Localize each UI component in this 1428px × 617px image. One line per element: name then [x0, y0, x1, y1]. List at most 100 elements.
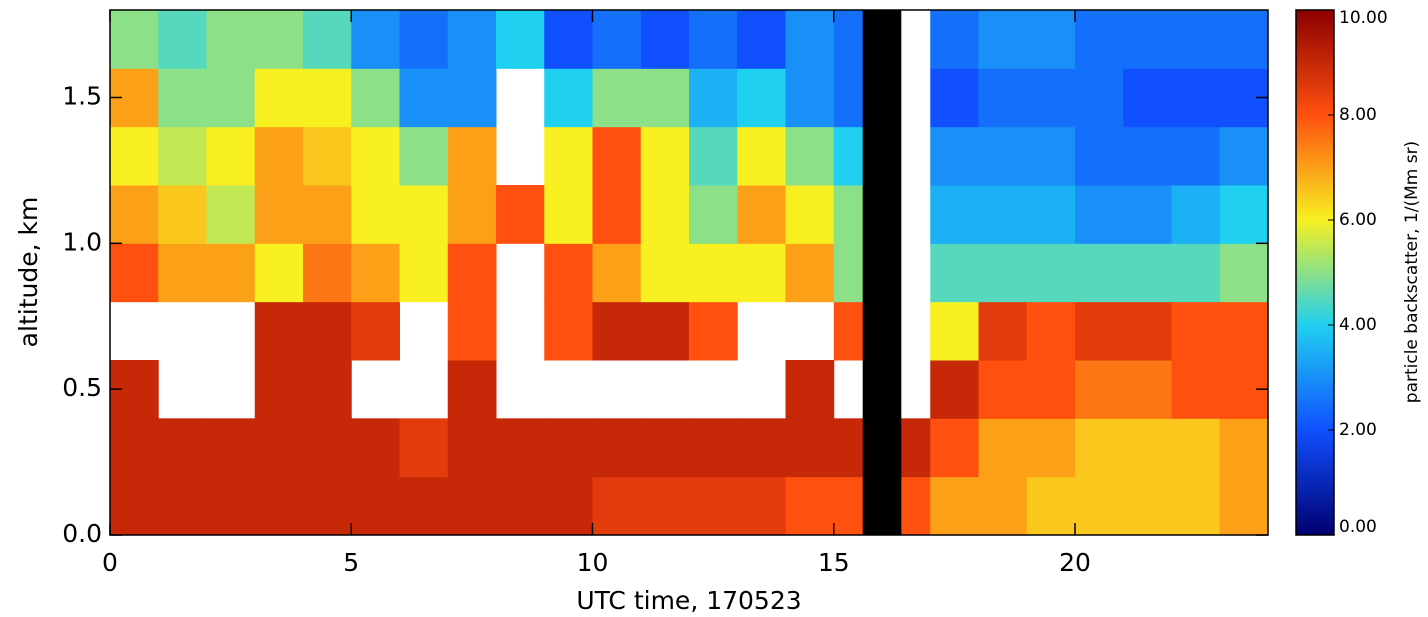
heatmap-cell	[689, 243, 738, 303]
heatmap-cell	[930, 68, 979, 128]
heatmap-cell	[1123, 68, 1172, 128]
heatmap-cell	[399, 10, 449, 69]
heatmap-cell	[640, 301, 690, 361]
heatmap-cell	[544, 476, 593, 536]
heatmap-cell	[1075, 10, 1124, 69]
y-axis-label: altitude, km	[14, 197, 43, 348]
heatmap-cell	[351, 418, 400, 478]
heatmap-cell	[496, 476, 545, 536]
heatmap-cell	[785, 418, 835, 478]
heatmap-cell	[1171, 10, 1221, 69]
heatmap-cell	[1026, 185, 1076, 244]
heatmap-cell	[592, 243, 642, 303]
heatmap-cell	[254, 10, 304, 69]
heatmap-cell	[206, 10, 256, 69]
heatmap-cell	[1075, 126, 1124, 186]
colorbar-tick-label: 0.00	[1339, 517, 1377, 537]
heatmap-cell	[544, 126, 593, 186]
colorbar-tick-label: 6.00	[1339, 210, 1377, 230]
heatmap-cell	[1219, 418, 1269, 478]
heatmap-cell	[447, 476, 497, 536]
heatmap-cell	[1075, 185, 1124, 244]
heatmap-cell	[1123, 301, 1172, 361]
heatmap-cell	[930, 418, 979, 478]
heatmap-cell	[1026, 476, 1076, 536]
plot-frame	[109, 9, 1269, 536]
colorbar-tick-label: 4.00	[1339, 315, 1377, 335]
heatmap-cell	[737, 10, 786, 69]
heatmap-cell	[1219, 10, 1269, 69]
heatmap-cell	[303, 68, 352, 128]
heatmap-cell	[110, 418, 159, 478]
heatmap-cell	[640, 68, 690, 128]
heatmap-cell	[303, 243, 352, 303]
heatmap-cell	[592, 10, 642, 69]
heatmap-cell	[206, 126, 256, 186]
heatmap-cell	[158, 476, 207, 536]
heatmap-cell	[785, 360, 835, 419]
heatmap-cell	[1026, 360, 1076, 419]
colorbar-label: particle backscatter, 1/(Mm sr)	[1402, 141, 1422, 403]
heatmap-cell	[1219, 185, 1269, 244]
heatmap-cell	[978, 301, 1028, 361]
heatmap-cell	[1026, 301, 1076, 361]
heatmap-cell	[544, 418, 593, 478]
heatmap-cell	[785, 68, 835, 128]
heatmap-cell	[158, 68, 207, 128]
heatmap-cell	[206, 476, 256, 536]
heatmap-cell	[544, 301, 593, 361]
heatmap-cell	[447, 301, 497, 361]
heatmap-cell	[1171, 185, 1221, 244]
heatmap-cell	[1171, 301, 1221, 361]
heatmap-cell	[447, 126, 497, 186]
x-tick-label: 20	[1059, 548, 1091, 577]
x-axis-label: UTC time, 170523	[576, 586, 801, 615]
heatmap-cell	[737, 126, 786, 186]
y-tick-label: 0.0	[62, 519, 102, 548]
heatmap-cell	[351, 68, 400, 128]
heatmap-cell	[930, 476, 979, 536]
heatmap-cell	[447, 360, 497, 419]
heatmap-cell	[978, 243, 1028, 303]
heatmap-cell	[254, 418, 304, 478]
heatmap-cell	[1026, 126, 1076, 186]
x-tick-label: 5	[343, 548, 359, 577]
colorbar	[1295, 9, 1335, 536]
heatmap-cell	[689, 418, 738, 478]
heatmap-cell	[1123, 243, 1172, 303]
heatmap-cell	[110, 476, 159, 536]
heatmap-cell	[785, 476, 835, 536]
heatmap-cell	[1219, 243, 1269, 303]
heatmap-cell	[930, 360, 979, 419]
heatmap-cell	[930, 243, 979, 303]
heatmap-cell	[737, 418, 786, 478]
y-tick-label: 1.5	[62, 82, 102, 111]
x-tick-label: 10	[577, 548, 609, 577]
heatmap-cell	[399, 243, 449, 303]
heatmap-cell	[689, 68, 738, 128]
heatmap-cell	[206, 243, 256, 303]
heatmap-cell	[1075, 243, 1124, 303]
colorbar-tick-label: 8.00	[1339, 105, 1377, 125]
heatmap-cell	[158, 418, 207, 478]
heatmap-cell	[737, 185, 786, 244]
heatmap-cell	[447, 243, 497, 303]
x-tick-label: 0	[102, 548, 118, 577]
heatmap-cell	[1123, 126, 1172, 186]
heatmap-cell	[930, 301, 979, 361]
heatmap-cell	[351, 185, 400, 244]
y-tick-label: 1.0	[62, 227, 102, 256]
heatmap-cell	[544, 68, 593, 128]
heatmap-cell	[544, 10, 593, 69]
heatmap-cell	[1219, 126, 1269, 186]
heatmap-cell	[640, 185, 690, 244]
heatmap-cell	[447, 185, 497, 244]
heatmap-cell	[785, 126, 835, 186]
heatmap-cell	[351, 301, 400, 361]
heatmap-cell	[1123, 185, 1172, 244]
heatmap-cell	[689, 185, 738, 244]
heatmap-cell	[1219, 476, 1269, 536]
heatmap-cell	[689, 126, 738, 186]
heatmap-cell	[303, 418, 352, 478]
